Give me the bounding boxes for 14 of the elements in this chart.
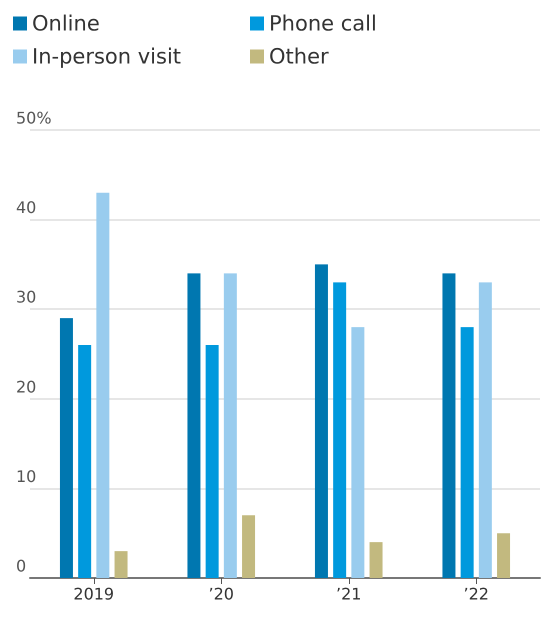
y-tick-label: 50%	[16, 108, 52, 128]
y-tick-label: 10	[16, 466, 36, 486]
x-tick-label: 2019	[73, 584, 114, 604]
y-tick-label: 40	[16, 198, 36, 218]
y-tick-label: 0	[16, 556, 26, 576]
x-tick-label: ’22	[464, 584, 489, 604]
legend-label: Online	[32, 12, 100, 36]
y-tick-label: 30	[16, 288, 36, 307]
x-tick-label: ’21	[336, 584, 362, 604]
y-tick-label: 20	[16, 377, 36, 396]
x-tick-label: ’20	[208, 584, 234, 604]
legend-label: Phone call	[269, 12, 377, 36]
legend-label: In-person visit	[32, 44, 182, 68]
legend-label: Other	[269, 44, 329, 68]
